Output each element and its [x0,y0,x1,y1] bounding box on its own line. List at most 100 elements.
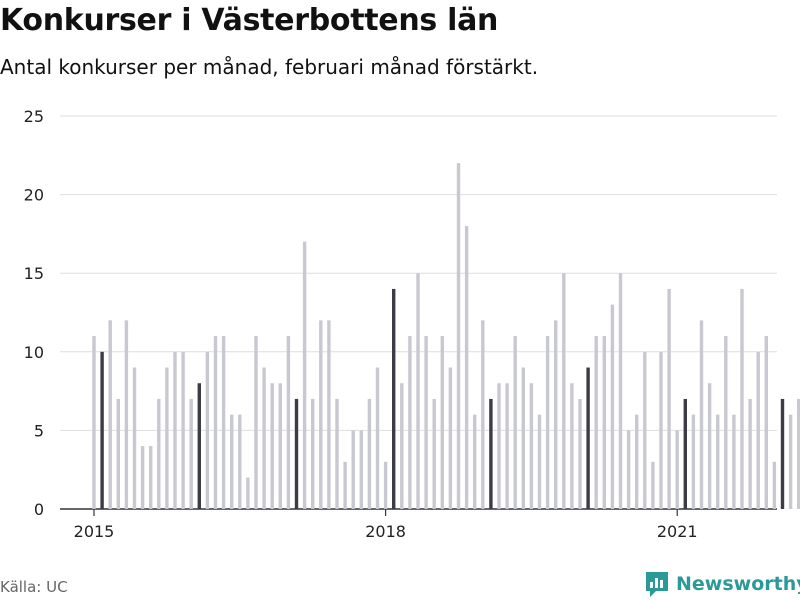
newsworthy-logo-icon [646,572,668,597]
bar [651,461,655,509]
bar [740,288,744,509]
bar [505,383,509,509]
bar-february [586,367,590,509]
bar [797,398,800,509]
bar [254,336,258,509]
brand-name: Newsworthy [676,573,800,595]
bar [262,367,266,509]
bar [335,398,339,509]
bar [286,336,291,509]
bar [659,351,663,509]
bar [383,461,388,509]
bar-february [392,288,396,509]
bar [246,477,250,509]
bar [675,430,679,509]
bar [343,461,347,509]
bar [432,398,436,509]
bar [764,336,768,509]
bar [537,414,542,509]
bar [416,273,420,509]
bar [724,336,728,509]
y-tick-label: 10 [24,343,44,362]
bar [448,367,453,509]
chart-subtitle: Antal konkurser per månad, februari måna… [0,55,539,79]
bar-february [683,398,687,509]
bar [278,383,282,509]
bar [610,304,615,509]
x-tick-label: 2021 [657,522,698,541]
bar [132,367,137,509]
bar [464,226,469,510]
bar [481,320,485,509]
bar [699,320,704,509]
x-tick-label: 2015 [74,522,115,541]
bar [311,398,315,509]
bar [140,446,145,509]
bar [205,351,210,509]
bar [578,398,582,509]
bar [521,367,525,509]
chart-title: Konkurser i Västerbottens län [0,3,499,38]
y-tick-label: 25 [24,107,44,126]
bar [707,383,712,509]
bar-february [489,398,493,509]
bar [554,320,558,509]
bar [594,336,598,509]
bar [756,351,760,509]
bar [319,320,323,509]
bar [149,446,153,509]
bar [732,414,736,509]
bar [367,398,372,509]
bar [513,336,517,509]
bar [497,383,501,509]
bar [473,414,477,509]
bar [302,241,307,509]
bar [643,351,647,509]
y-tick-label: 0 [34,500,44,519]
bar [173,351,177,509]
bar [772,461,777,509]
bar [270,383,274,509]
bar [238,414,242,509]
bar [635,414,639,509]
bar [602,336,606,509]
bar-february [294,398,299,509]
bar [408,336,412,509]
bar [108,320,112,509]
bar [424,336,428,509]
y-tick-label: 20 [24,186,44,205]
bar [545,336,550,509]
bar [691,414,696,509]
bar-february [197,383,201,509]
bar [570,383,574,509]
bar [221,336,226,509]
bar [165,367,169,509]
bar [456,163,461,509]
bar [189,398,193,509]
bar [327,320,331,509]
bar [618,273,623,509]
bar-february [780,398,785,509]
bar [440,336,444,509]
bar [562,273,566,509]
source-note: Källa: UC [0,578,68,596]
bar [667,288,671,509]
bar [748,398,752,509]
bar [626,430,631,509]
bar [529,383,534,509]
bar [400,383,404,509]
bar [181,351,185,509]
y-tick-label: 15 [24,264,44,283]
x-tick-label: 2018 [365,522,406,541]
bar-chart: 051015202552015201820212023 [24,107,800,541]
bar [92,336,96,509]
bar [213,336,218,509]
bar [230,414,234,509]
bar [359,430,363,509]
bar [716,414,720,509]
bar [116,398,120,509]
brand-logo[interactable]: Newsworthy [644,570,800,598]
bar [124,320,129,509]
y-tick-label: 5 [34,421,44,440]
bar [375,367,380,509]
